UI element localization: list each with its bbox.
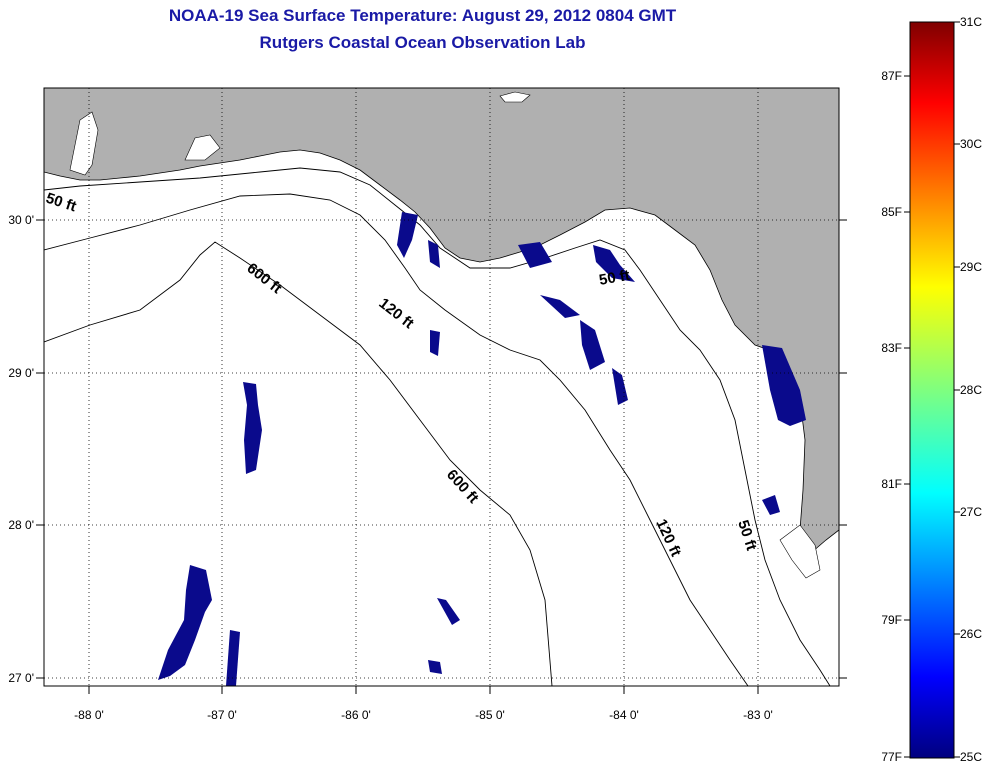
colorbar-label-c: 31C (960, 15, 982, 29)
map-subtitle: Rutgers Coastal Ocean Observation Lab (259, 33, 586, 52)
lon-tick-label: -83 0' (743, 708, 773, 722)
lon-tick-label: -86 0' (341, 708, 371, 722)
colorbar-label-c: 29C (960, 260, 982, 274)
map-frame (43, 87, 840, 687)
colorbar-label-f: 83F (881, 341, 902, 355)
colorbar-fahrenheit-labels: 87F 85F 83F 81F 79F 77F (881, 69, 902, 764)
tick-marks (36, 219, 847, 694)
lat-tick-label: 27 0' (8, 671, 34, 685)
colorbar-label-c: 28C (960, 383, 982, 397)
colorbar-label-c: 30C (960, 137, 982, 151)
contour-120ft (44, 193, 749, 686)
lon-tick-label: -88 0' (74, 708, 104, 722)
lon-tick-label: -84 0' (609, 708, 639, 722)
colorbar-label-c: 25C (960, 750, 982, 764)
contour-label: 50 ft (598, 267, 631, 289)
longitude-labels: -88 0' -87 0' -86 0' -85 0' -84 0' -83 0… (74, 708, 773, 722)
graticule (44, 88, 839, 686)
lat-tick-label: 29 0' (8, 366, 34, 380)
lat-tick-label: 30 0' (8, 213, 34, 227)
lon-tick-label: -85 0' (475, 708, 505, 722)
contour-600ft (44, 241, 553, 686)
colorbar-label-f: 79F (881, 613, 902, 627)
colorbar-label-f: 87F (881, 69, 902, 83)
colorbar-label-f: 81F (881, 477, 902, 491)
colorbar-label-f: 77F (881, 750, 902, 764)
colorbar-ticks (904, 21, 960, 758)
colorbar-label-f: 85F (881, 205, 902, 219)
colorbar-label-c: 27C (960, 505, 982, 519)
map-title: NOAA-19 Sea Surface Temperature: August … (168, 6, 677, 25)
colorbar-celsius-labels: 31C 30C 29C 28C 27C 26C 25C (960, 15, 982, 764)
lon-tick-label: -87 0' (207, 708, 237, 722)
latitude-labels: 30 0' 29 0' 28 0' 27 0' (8, 213, 34, 685)
sst-patches (158, 212, 806, 686)
colorbar (909, 21, 955, 759)
colorbar-label-c: 26C (960, 627, 982, 641)
lat-tick-label: 28 0' (8, 518, 34, 532)
contour-50ft (44, 167, 831, 686)
